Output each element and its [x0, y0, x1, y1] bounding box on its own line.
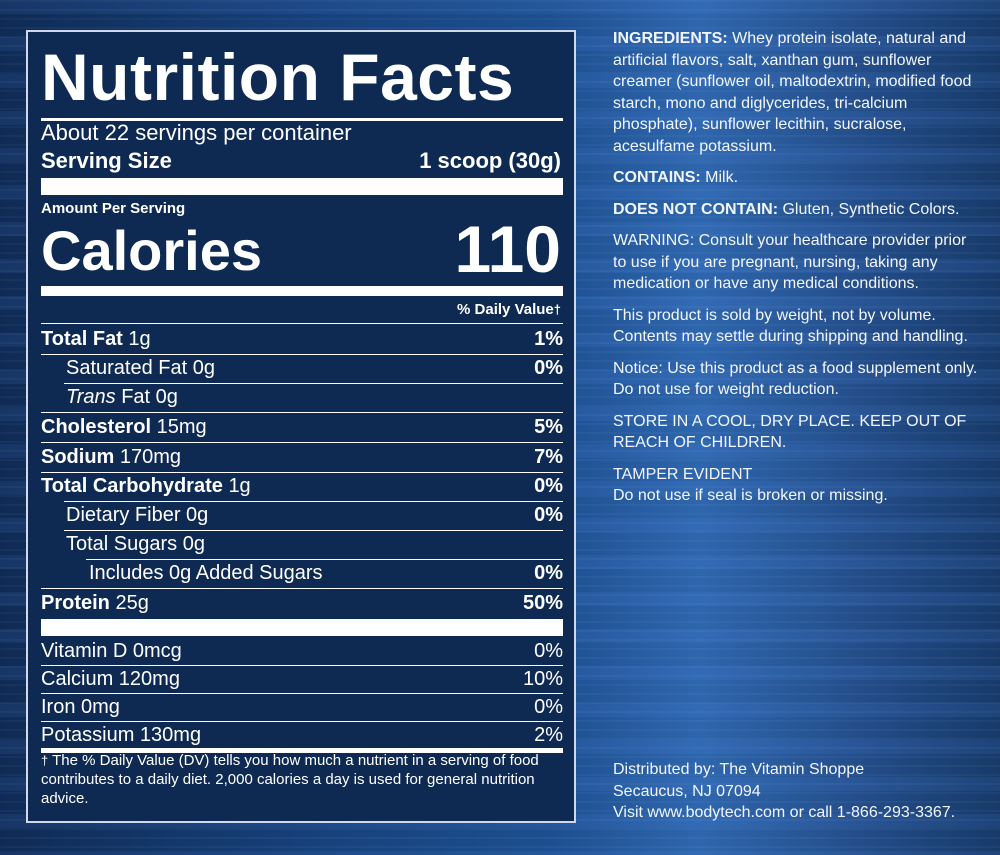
- ingredients: INGREDIENTS: Whey protein isolate, natur…: [613, 30, 972, 155]
- contains: CONTAINS: Milk.: [613, 169, 739, 186]
- nutrient-row-total-fat: Total Fat 1g 1%: [41, 328, 563, 350]
- calories-label: Calories: [41, 219, 262, 282]
- nutrition-facts-panel: Nutrition Facts About 22 servings per co…: [26, 30, 576, 823]
- contact-visit: Visit www.bodytech.com or call 1-866-293…: [613, 804, 956, 821]
- row-separator: [41, 472, 563, 473]
- thick-rule-4: [41, 748, 563, 753]
- does-not-contain: DOES NOT CONTAIN: Gluten, Synthetic Colo…: [613, 200, 960, 218]
- daily-value-footnote: † The % Daily Value (DV) tells you how m…: [41, 752, 539, 807]
- title-rule: [41, 118, 563, 121]
- distributor-address: Secaucus, NJ 07094: [613, 782, 761, 800]
- distributed-by: Distributed by: The Vitamin Shoppe: [613, 761, 865, 778]
- row-separator: [64, 383, 563, 384]
- nutrient-row-cholesterol: Cholesterol 15mg 5%: [41, 416, 563, 438]
- row-separator: [64, 501, 563, 502]
- product-info: INGREDIENTS: Whey protein isolate, natur…: [613, 28, 978, 517]
- nutrition-title: Nutrition Facts: [41, 40, 515, 114]
- serving-size-value: 1 scoop (30g): [419, 148, 561, 173]
- nutrient-row-protein: Protein 25g 50%: [41, 592, 563, 614]
- amount-per-serving: Amount Per Serving: [41, 200, 186, 217]
- thick-rule-2: [41, 286, 563, 296]
- daily-value-header: % Daily Value†: [457, 301, 561, 318]
- serving-size-label: Serving Size: [41, 148, 172, 173]
- weight-notice: This product is sold by weight, not by v…: [613, 306, 968, 346]
- calories-value: 110: [454, 212, 561, 286]
- supplement-notice: Notice: Use this product as a food suppl…: [613, 359, 978, 399]
- row-separator: [41, 693, 563, 694]
- row-separator: [41, 665, 563, 666]
- nutrient-row-sodium: Sodium 170mg 7%: [41, 446, 563, 468]
- vitamin-row-calcium: Calcium 120mg 10%: [41, 668, 563, 690]
- vitamin-row-potassium: Potassium 130mg 2%: [41, 724, 563, 746]
- storage-notice: STORE IN A COOL, DRY PLACE. KEEP OUT OF …: [613, 412, 967, 452]
- row-separator: [64, 530, 563, 531]
- warning: WARNING: Consult your healthcare provide…: [613, 232, 967, 292]
- nutrient-row-dietary-fiber: Dietary Fiber 0g 0%: [66, 504, 563, 526]
- tamper-evident: TAMPER EVIDENT Do not use if seal is brok…: [613, 465, 888, 505]
- row-separator: [41, 323, 563, 324]
- row-separator: [41, 354, 563, 355]
- vitamin-row-vitamin-d: Vitamin D 0mcg 0%: [41, 640, 563, 662]
- row-separator: [41, 412, 563, 413]
- thick-rule-3: [41, 619, 563, 636]
- vitamin-row-iron: Iron 0mg 0%: [41, 696, 563, 718]
- row-separator: [41, 588, 563, 589]
- nutrient-row-saturated-fat: Saturated Fat 0g 0%: [66, 357, 563, 379]
- distributor-info: Distributed by: The Vitamin Shoppe Secau…: [613, 759, 983, 824]
- nutrient-row-trans-fat: Trans Fat 0g: [66, 386, 178, 408]
- thick-rule-1: [41, 178, 563, 195]
- nutrient-row-total-sugars: Total Sugars 0g: [66, 533, 205, 555]
- row-separator: [86, 559, 563, 560]
- servings-per-container: About 22 servings per container: [41, 120, 352, 145]
- nutrient-row-total-carbohydrate: Total Carbohydrate 1g 0%: [41, 475, 563, 497]
- row-separator: [41, 721, 563, 722]
- row-separator: [41, 442, 563, 443]
- nutrient-row-added-sugars: Includes 0g Added Sugars 0%: [89, 562, 563, 584]
